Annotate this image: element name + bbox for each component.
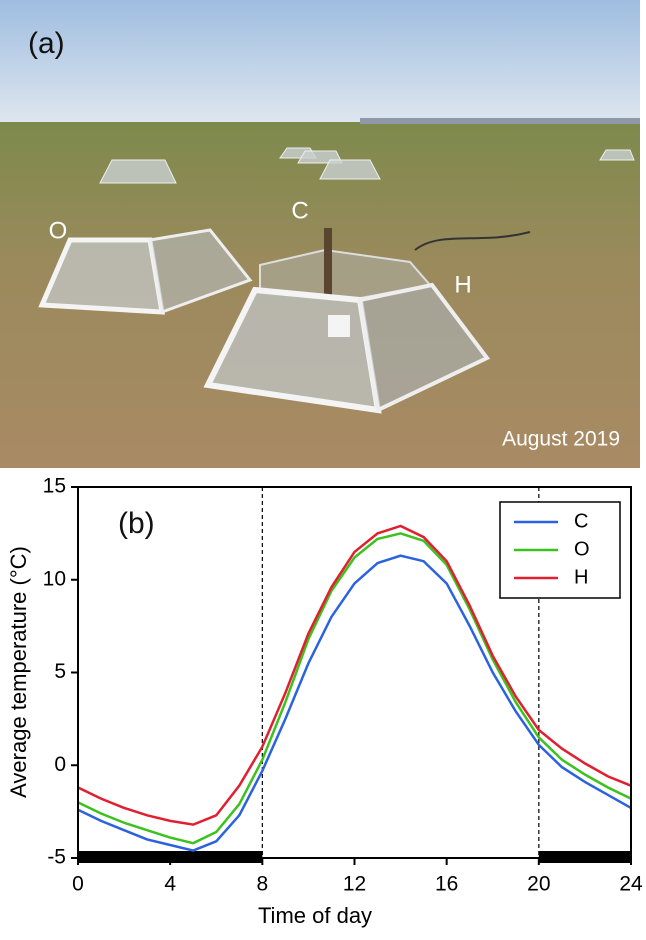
y-tick-label: 0 — [54, 753, 66, 776]
y-tick-label: 10 — [43, 567, 66, 590]
x-tick-label: 24 — [619, 873, 643, 896]
x-tick-label: 12 — [343, 873, 366, 896]
x-tick-label: 20 — [527, 873, 550, 896]
chart-panel-label: (b) — [118, 507, 155, 540]
cage-h — [203, 282, 491, 414]
series-line — [77, 532, 632, 845]
sky — [0, 0, 640, 125]
x-tick-label: 16 — [435, 873, 458, 896]
x-tick-label: 4 — [164, 873, 176, 896]
plot-frame — [77, 486, 632, 859]
y-tick-label: -5 — [47, 846, 66, 869]
x-axis-label: Time of day — [258, 903, 372, 928]
legend-label: C — [574, 510, 588, 532]
series-line — [77, 554, 632, 852]
cage-o — [38, 228, 253, 315]
photo-caption: August 2019 — [502, 428, 620, 451]
y-tick-label: 15 — [43, 475, 66, 498]
cable — [414, 231, 531, 251]
x-tick-label: 0 — [72, 873, 84, 896]
x-tick-label: 8 — [256, 873, 268, 896]
series-line — [77, 524, 632, 826]
photo-panel-label: (a) — [28, 27, 65, 60]
plot-label: O — [49, 217, 68, 244]
legend-label: H — [574, 566, 588, 588]
hills — [360, 118, 640, 124]
y-tick-label: 5 — [54, 660, 66, 683]
legend-label: O — [574, 538, 590, 560]
plot-label: C — [291, 197, 308, 224]
plot-label: H — [454, 271, 471, 298]
photo: (a) O C H August 2019 — [0, 0, 640, 468]
y-axis-label: Average temperature (°C) — [6, 546, 31, 798]
far-cages — [99, 147, 635, 184]
